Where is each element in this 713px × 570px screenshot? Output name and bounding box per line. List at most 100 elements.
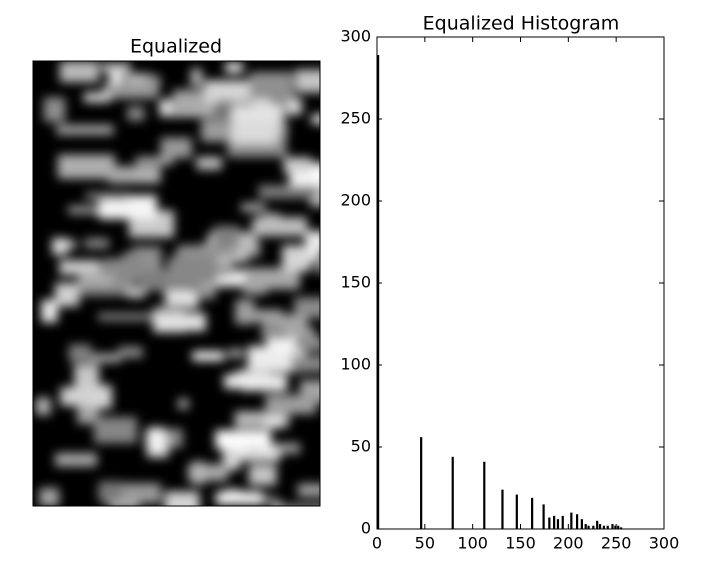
image-blob	[237, 449, 281, 461]
image-title: Equalized	[130, 36, 222, 58]
image-blob	[104, 168, 134, 180]
bar	[451, 456, 454, 529]
image-blob	[258, 185, 318, 199]
image-blob	[118, 346, 143, 358]
image-blob	[213, 225, 240, 247]
bar	[377, 55, 380, 529]
y-tick-label: 150	[340, 273, 371, 292]
bar	[617, 525, 620, 529]
bar	[587, 525, 590, 529]
x-tick-label: 0	[372, 534, 382, 553]
bar	[553, 515, 556, 529]
y-tick-label: 200	[340, 191, 371, 210]
image-blob	[173, 89, 208, 99]
image-blob	[120, 74, 135, 84]
bar	[611, 524, 614, 529]
image-blob	[127, 106, 145, 121]
image-blob	[177, 398, 189, 410]
x-tick-label: 100	[457, 534, 488, 553]
image-blob	[102, 83, 158, 99]
image-blob	[217, 252, 249, 263]
image-blob	[39, 487, 60, 506]
bar	[596, 520, 599, 529]
image-blob	[306, 240, 320, 261]
image-blob	[245, 267, 300, 290]
image-blob	[311, 114, 320, 124]
image-blob	[68, 205, 114, 215]
bar	[614, 525, 617, 529]
image-blob	[60, 387, 94, 406]
y-tick-label: 300	[340, 27, 371, 46]
image-blob	[160, 137, 192, 159]
image-blob	[165, 290, 196, 306]
image-blob	[127, 288, 146, 299]
image-blob	[291, 355, 320, 373]
image-blob	[93, 416, 138, 444]
bar	[584, 524, 587, 529]
image-blob	[77, 275, 115, 285]
y-tick-label: 50	[351, 437, 371, 456]
bar	[515, 494, 518, 529]
x-tick-label: 250	[601, 534, 632, 553]
y-tick-label: 100	[340, 355, 371, 374]
image-blob	[148, 427, 164, 452]
image-blob	[196, 156, 222, 170]
x-tick-label: 150	[505, 534, 536, 553]
image-blob	[281, 245, 312, 272]
image-blob	[252, 217, 308, 237]
image-blob	[77, 404, 99, 424]
image-blob	[164, 491, 200, 506]
image-blob	[68, 344, 92, 363]
hist-frame	[376, 36, 665, 530]
image-blob	[55, 453, 98, 467]
image-blob	[167, 257, 218, 285]
bar	[531, 497, 534, 529]
image-blob	[59, 260, 99, 275]
image-blob	[228, 348, 243, 358]
bar	[556, 519, 560, 529]
bar	[542, 504, 545, 529]
image-blob	[297, 483, 320, 497]
image-blob	[135, 156, 174, 166]
image-blob	[101, 62, 131, 73]
image-blob	[98, 195, 157, 220]
bar	[561, 515, 564, 529]
image-blob	[248, 464, 277, 486]
image-blob	[265, 394, 317, 415]
image-blob	[275, 125, 287, 145]
image-blob	[190, 68, 203, 87]
bar	[602, 525, 605, 529]
image-blob	[84, 238, 110, 249]
image-blob	[270, 499, 281, 506]
image-blob	[294, 297, 320, 319]
bar	[501, 489, 504, 529]
bar	[619, 527, 623, 529]
image-blob	[192, 351, 225, 361]
image-blob	[153, 313, 206, 332]
image-blob	[225, 62, 244, 73]
image-blob	[215, 491, 263, 505]
image-blob	[59, 61, 100, 83]
image-blob	[191, 461, 205, 485]
image-blob	[280, 314, 308, 335]
image-blob	[315, 259, 320, 273]
x-tick-label: 50	[415, 534, 435, 553]
image-blob	[215, 430, 272, 450]
image-blob	[35, 397, 51, 416]
image-blob	[112, 278, 131, 290]
image-frame	[32, 60, 321, 507]
image-blob	[203, 80, 256, 104]
bar	[483, 461, 486, 529]
image-blob	[297, 336, 320, 351]
image-blob	[264, 417, 282, 429]
image-blob	[179, 245, 236, 257]
y-tick-label: 250	[340, 109, 371, 128]
image-blob	[241, 375, 288, 391]
image-blob	[98, 481, 122, 502]
bar	[580, 519, 583, 529]
equalized-image	[33, 61, 320, 506]
image-blob	[249, 72, 294, 99]
bar	[548, 517, 551, 529]
image-blob	[235, 299, 255, 325]
